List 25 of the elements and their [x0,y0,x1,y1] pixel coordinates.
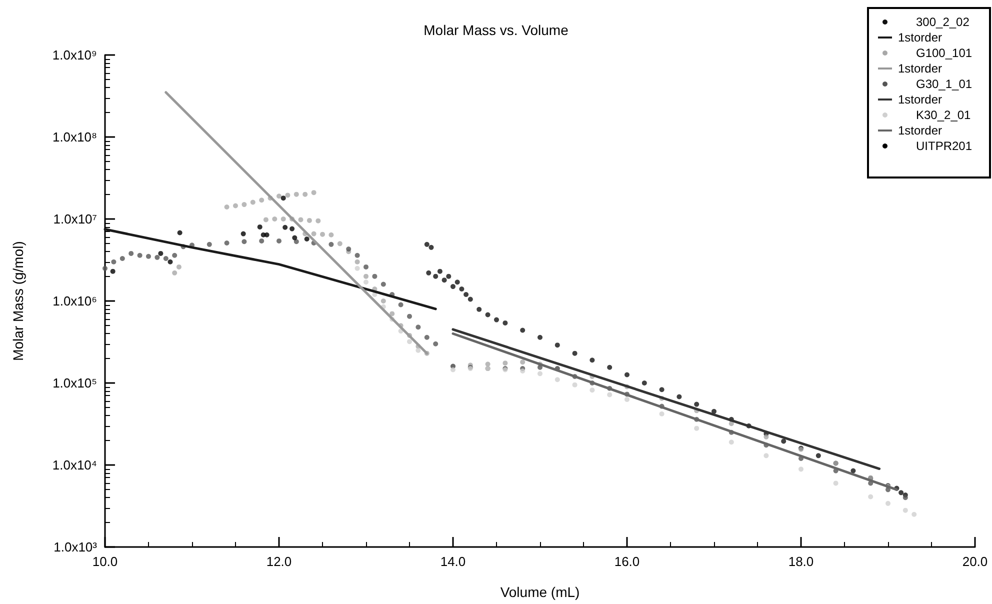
legend-label: UITPR201 [916,139,972,153]
y-tick-label: 1.0x10⁷ [53,212,98,226]
x-tick-label: 12.0 [266,554,292,569]
legend-label: 1storder [898,62,942,76]
legend-label: 1storder [898,92,942,106]
legend-label: G30_1_01 [916,77,972,91]
legend-label: 1storder [898,124,942,138]
chart-title: Molar Mass vs. Volume [424,22,569,38]
y-tick-label: 1.0x10⁵ [52,376,97,390]
y-tick-label: 1.0x10⁸ [52,130,97,144]
legend-label: K30_2_01 [916,108,972,122]
legend-label: G100_101 [916,46,972,60]
legend-label: 300_2_02 [916,15,970,29]
x-tick-label: 10.0 [92,554,118,569]
y-tick-label: 1.0x10⁹ [52,48,97,62]
x-tick-label: 18.0 [788,554,814,569]
x-tick-label: 14.0 [440,554,466,569]
legend-label: 1storder [898,30,942,44]
y-tick-label: 1.0x10⁴ [52,458,97,472]
x-tick-label: 16.0 [614,554,640,569]
y-axis-title: Molar Mass (g/mol) [10,241,26,361]
x-tick-label: 20.0 [962,554,988,569]
y-tick-label: 1.0x10³ [54,540,98,554]
y-tick-label: 1.0x10⁶ [52,294,97,308]
x-axis-title: Volume (mL) [500,584,580,600]
